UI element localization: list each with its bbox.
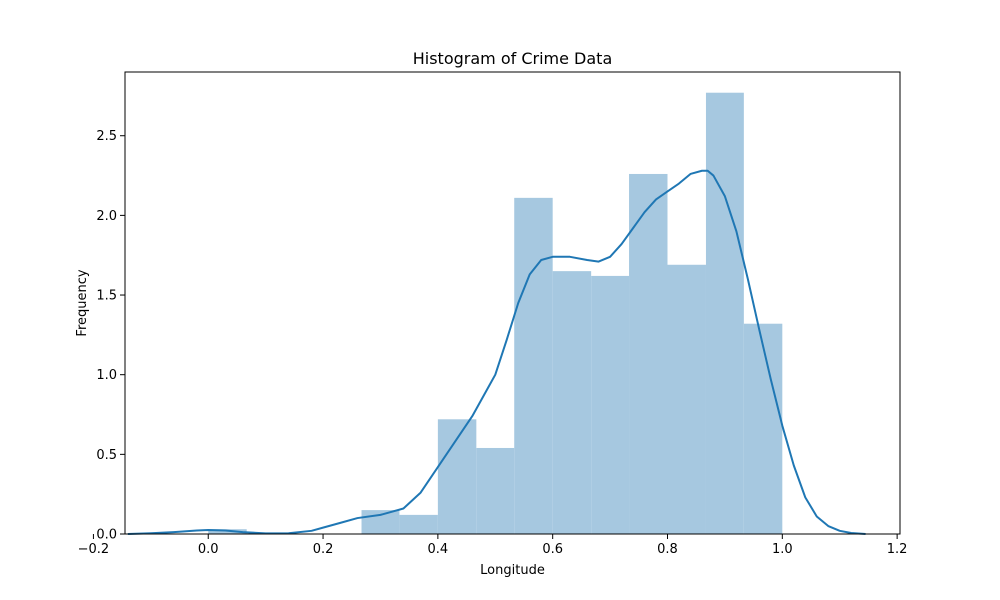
y-tick-label: 1.5 — [96, 289, 117, 304]
y-tick-label: 2.5 — [96, 129, 117, 144]
histogram-bar-6 — [437, 419, 477, 534]
y-tick-label: 1.0 — [96, 368, 117, 383]
y-tick-label: 2.0 — [96, 209, 117, 224]
y-axis-ticks: 0.0 0.5 1.0 1.5 2.0 2.5 — [96, 129, 125, 543]
x-tick-label: 1.0 — [772, 542, 793, 557]
bars-layer — [208, 92, 783, 535]
y-axis-label: Frequency — [75, 269, 90, 336]
histogram-bar-5 — [399, 514, 438, 534]
histogram-bar-9 — [552, 271, 592, 534]
x-tick-label: 0.4 — [428, 542, 449, 557]
x-axis-label: Longitude — [480, 563, 545, 578]
x-tick-label: 0.8 — [657, 542, 678, 557]
y-tick-label: 0.0 — [96, 528, 117, 543]
histogram-bar-11 — [629, 173, 668, 534]
histogram-bar-4 — [361, 510, 400, 534]
kde-curve — [127, 169, 866, 535]
x-tick-label: −0.2 — [78, 542, 110, 557]
chart-title: Histogram of Crime Data — [413, 49, 613, 68]
histogram-bar-7 — [476, 447, 515, 534]
y-tick-label: 0.5 — [96, 448, 117, 463]
histogram-bar-10 — [591, 275, 630, 534]
histogram-bar-12 — [667, 264, 706, 534]
x-tick-label: 0.2 — [313, 542, 334, 557]
histogram-bar-8 — [514, 197, 553, 535]
x-tick-label: 1.2 — [887, 542, 908, 557]
kde-layer — [127, 169, 866, 535]
histogram-bar-13 — [705, 92, 744, 535]
histogram-bar-14 — [743, 323, 783, 534]
x-axis-ticks: −0.2 0.0 0.2 0.4 0.6 0.8 1.0 1.2 — [78, 534, 908, 557]
x-tick-label: 0.0 — [198, 542, 219, 557]
plot-area-frame — [124, 71, 901, 535]
x-tick-label: 0.6 — [542, 542, 563, 557]
